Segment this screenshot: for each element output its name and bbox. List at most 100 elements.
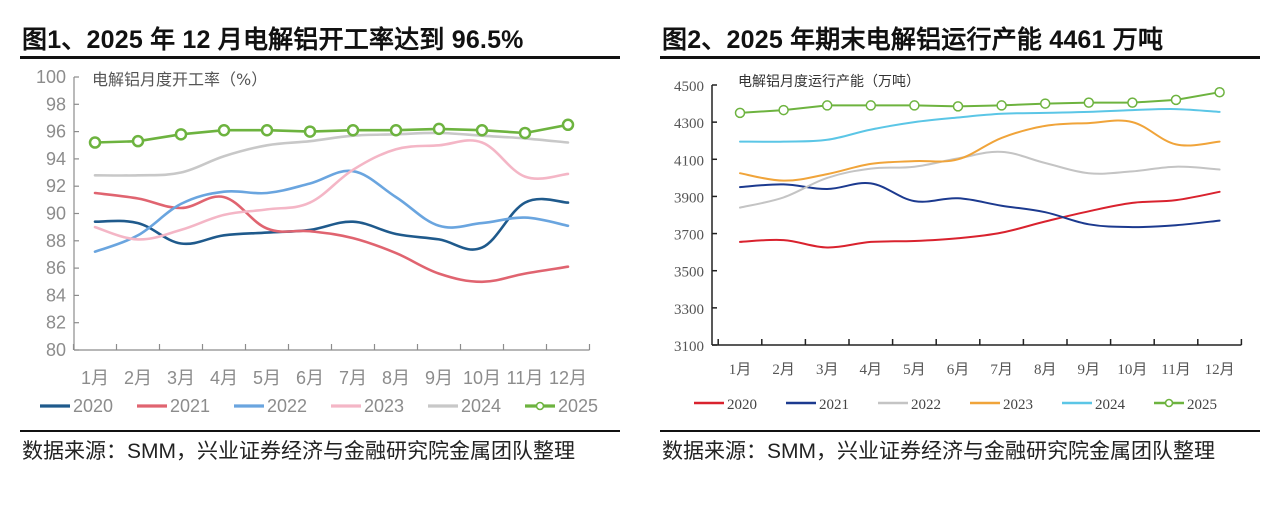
series-line-2025 bbox=[739, 91, 1221, 114]
y-tick-label: 98 bbox=[46, 94, 66, 114]
legend-label-2025: 2025 bbox=[1187, 397, 1217, 413]
x-tick-label: 9月 bbox=[1078, 362, 1101, 378]
x-tick-label: 4月 bbox=[860, 362, 883, 378]
y-tick-label: 88 bbox=[46, 231, 66, 251]
x-tick-label: 11月 bbox=[507, 368, 544, 388]
figure-1: 图1、2025 年 12 月电解铝开工率达到 96.5% 80 82 84 86 88 9… bbox=[20, 0, 640, 510]
data-point-2025 bbox=[217, 123, 231, 137]
y-tick-label: 3300 bbox=[674, 302, 704, 318]
chart-unit-label: 电解铝月度运行产能（万吨） bbox=[738, 74, 920, 90]
x-tick-label: 1月 bbox=[81, 368, 109, 388]
title-rule bbox=[660, 56, 1260, 59]
x-tick-label: 8月 bbox=[382, 368, 410, 388]
data-point-2025 bbox=[1083, 97, 1095, 108]
figure-1-source: 数据来源：SMM，兴业证券经济与金融研究院金属团队整理 bbox=[22, 440, 575, 463]
y-tick-label: 86 bbox=[46, 258, 66, 278]
figure-2: 图2、2025 年期末电解铝运行产能 4461 万吨 3100 3300 3500 3… bbox=[660, 0, 1280, 510]
data-point-2025 bbox=[1039, 98, 1051, 109]
figure-2-source: 数据来源：SMM，兴业证券经济与金融研究院金属团队整理 bbox=[662, 440, 1215, 463]
data-point-2025 bbox=[260, 123, 274, 137]
x-tick-label: 3月 bbox=[167, 368, 195, 388]
legend-label-2020: 2020 bbox=[73, 396, 113, 416]
legend-label-2023: 2023 bbox=[1003, 397, 1033, 413]
data-point-2025 bbox=[131, 134, 145, 148]
x-tick-label: 6月 bbox=[296, 368, 324, 388]
y-tick-label: 4500 bbox=[674, 79, 704, 95]
legend-marker-2025 bbox=[1164, 398, 1174, 408]
x-tick-label: 3月 bbox=[816, 362, 839, 378]
legend-label-2020: 2020 bbox=[727, 397, 757, 413]
legend-label-2024: 2024 bbox=[1095, 397, 1126, 413]
data-point-2025 bbox=[734, 107, 746, 119]
y-tick-label: 4100 bbox=[674, 153, 704, 169]
y-tick-label: 3900 bbox=[674, 190, 704, 206]
y-tick-label: 92 bbox=[46, 176, 66, 196]
x-tick-label: 6月 bbox=[947, 362, 970, 378]
x-tick-label: 11月 bbox=[1161, 362, 1190, 378]
y-tick-label: 94 bbox=[46, 149, 66, 169]
series-line-2020 bbox=[739, 190, 1221, 249]
legend-label-2021: 2021 bbox=[170, 396, 210, 416]
data-point-2025 bbox=[996, 100, 1007, 111]
x-tick-label: 12月 bbox=[549, 368, 587, 388]
series-line-2020 bbox=[93, 197, 570, 251]
y-tick-label: 3100 bbox=[674, 339, 704, 355]
y-tick-label: 80 bbox=[46, 340, 66, 360]
source-rule bbox=[20, 430, 620, 432]
legend-label-2022: 2022 bbox=[267, 396, 307, 416]
y-tick-label: 3500 bbox=[674, 265, 704, 281]
series-line-2022 bbox=[93, 169, 570, 253]
data-point-2025 bbox=[1214, 86, 1225, 98]
data-point-2025 bbox=[303, 125, 317, 138]
legend-label-2023: 2023 bbox=[364, 396, 404, 416]
series-line-2021 bbox=[739, 182, 1221, 229]
x-tick-label: 5月 bbox=[903, 362, 926, 378]
series-line-2024 bbox=[93, 131, 570, 177]
data-point-2025 bbox=[88, 136, 102, 149]
x-tick-label: 2月 bbox=[124, 368, 152, 388]
figure-1-title: 图1、2025 年 12 月电解铝开工率达到 96.5% bbox=[22, 26, 524, 54]
legend-label-2025: 2025 bbox=[558, 396, 598, 416]
source-rule bbox=[660, 430, 1260, 432]
data-point-2025 bbox=[1127, 97, 1138, 108]
data-point-2025 bbox=[174, 128, 188, 141]
figure-2-title: 图2、2025 年期末电解铝运行产能 4461 万吨 bbox=[662, 26, 1164, 54]
data-point-2025 bbox=[909, 100, 920, 111]
x-tick-label: 5月 bbox=[253, 368, 281, 388]
y-tick-label: 96 bbox=[46, 122, 66, 142]
data-point-2025 bbox=[778, 104, 789, 116]
x-tick-label: 1月 bbox=[729, 362, 752, 378]
data-point-2025 bbox=[952, 101, 964, 112]
y-tick-label: 82 bbox=[46, 313, 66, 333]
data-point-2025 bbox=[821, 100, 833, 111]
y-tick-label: 3700 bbox=[674, 228, 704, 244]
x-tick-label: 12月 bbox=[1205, 362, 1235, 378]
x-tick-label: 2月 bbox=[772, 362, 795, 378]
series-line-2023 bbox=[739, 119, 1221, 182]
y-tick-label: 4300 bbox=[674, 116, 704, 132]
legend-label-2024: 2024 bbox=[461, 396, 501, 416]
chart-unit-label: 电解铝月度开工率（%） bbox=[92, 70, 267, 89]
legend-label-2022: 2022 bbox=[911, 397, 941, 413]
y-tick-label: 90 bbox=[46, 204, 66, 224]
x-tick-label: 7月 bbox=[339, 368, 367, 388]
data-point-2025 bbox=[1170, 94, 1182, 106]
x-tick-label: 10月 bbox=[1117, 362, 1147, 378]
y-tick-label: 100 bbox=[36, 67, 66, 87]
x-tick-label: 10月 bbox=[463, 368, 501, 388]
series-line-2021 bbox=[93, 191, 570, 284]
data-point-2025 bbox=[432, 122, 446, 136]
series-line-2024 bbox=[739, 108, 1221, 143]
legend-marker-2025 bbox=[535, 401, 545, 411]
series-line-2025 bbox=[93, 123, 570, 144]
x-tick-label: 7月 bbox=[990, 362, 1013, 378]
capacity-chart: 3100 3300 3500 3700 3900 4100 4300 4500 1月 2月 3月 4月… bbox=[674, 74, 1243, 413]
data-point-2025 bbox=[518, 126, 532, 140]
series-line-2023 bbox=[93, 139, 570, 241]
series-line-2022 bbox=[739, 150, 1221, 209]
x-tick-label: 4月 bbox=[210, 368, 238, 388]
x-tick-label: 9月 bbox=[425, 368, 453, 388]
x-tick-label: 8月 bbox=[1034, 362, 1057, 378]
data-point-2025 bbox=[346, 123, 360, 137]
y-tick-label: 84 bbox=[46, 285, 66, 305]
